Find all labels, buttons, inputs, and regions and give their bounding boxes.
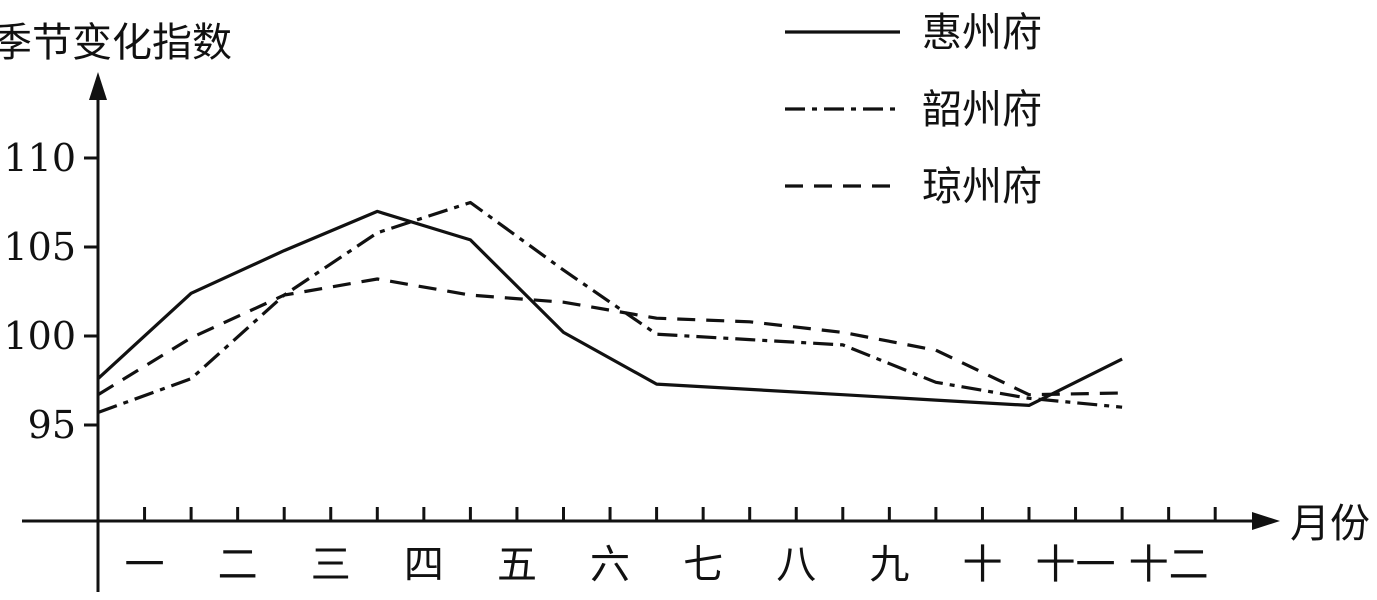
x-tick-label: 六 [590, 542, 630, 588]
x-tick-label: 五 [497, 542, 537, 588]
x-tick-label: 三 [311, 542, 351, 588]
series-line-dashdot [97, 200, 1123, 415]
y-axis-title: 季节变化指数 [0, 20, 232, 66]
series-line-solid [96, 209, 1123, 407]
x-tick-label: 一 [125, 542, 165, 588]
y-ticks: 95 100 105 110 [3, 136, 98, 447]
legend-label: 韶州府 [922, 87, 1042, 133]
x-tick-label: 九 [869, 542, 909, 588]
series-layer [96, 200, 1123, 415]
x-tick-label: 七 [683, 542, 723, 588]
x-tick-label: 十一 [1036, 542, 1116, 588]
x-tick-label: 八 [776, 542, 816, 588]
x-tick-label: 四 [404, 542, 444, 588]
y-tick-label: 110 [3, 136, 76, 180]
x-tick-label: 十 [962, 542, 1002, 588]
legend-label: 琼州府 [922, 164, 1042, 210]
y-tick-label: 95 [28, 403, 76, 447]
x-tick-label: 二 [218, 542, 258, 588]
series-line-dashed [97, 277, 1123, 397]
x-tick-label: 十二 [1129, 542, 1209, 588]
x-axis-arrow [1252, 512, 1280, 530]
y-tick-label: 100 [3, 314, 76, 358]
x-axis-title: 月份 [1290, 501, 1370, 547]
y-tick-label: 105 [3, 225, 76, 269]
x-ticks: 一 二 三 四 五 六 七 八 九 十十一 十二 [125, 507, 1217, 588]
y-axis-arrow [89, 72, 107, 100]
legend-label: 惠州府 [922, 10, 1042, 56]
